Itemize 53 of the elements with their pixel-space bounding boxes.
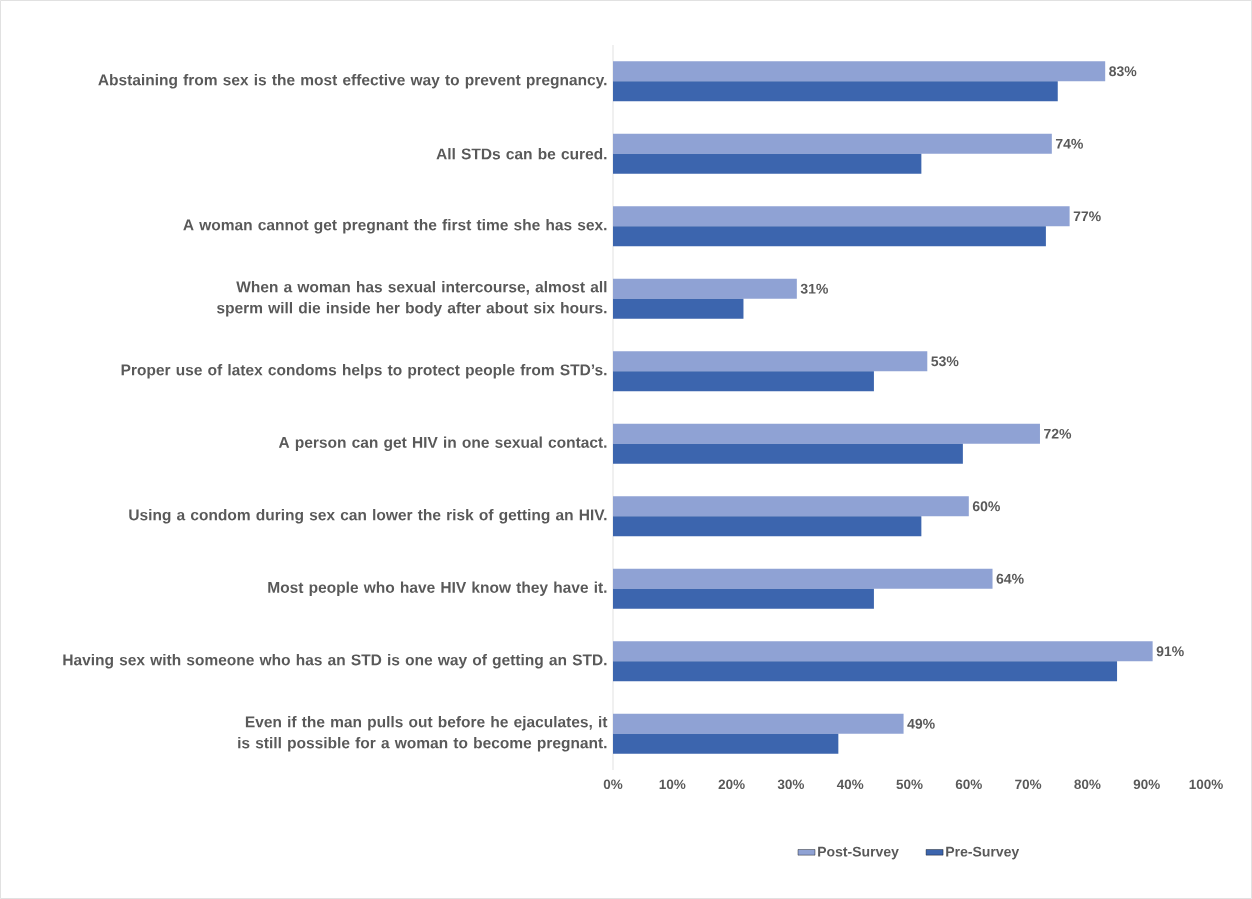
bar xyxy=(613,568,993,589)
bar xyxy=(613,443,963,464)
y-tick-label: Using a condom during sex can lower the risk of getting an HIV. xyxy=(129,508,607,524)
x-tick-label: 30% xyxy=(777,779,805,790)
y-tick-label: A person can get HIV in one sexual contact. xyxy=(278,436,607,452)
bar xyxy=(613,298,744,319)
data-label: 53% xyxy=(931,356,959,367)
legend-label: Post-Survey xyxy=(818,846,899,860)
bar xyxy=(613,733,839,754)
bar xyxy=(613,516,922,537)
x-tick-label: 40% xyxy=(836,779,864,790)
x-tick-label: 10% xyxy=(659,779,686,790)
bar xyxy=(613,61,1106,82)
y-tick-label: Abstaining from sex is the most effective way to prevent pregnancy. xyxy=(98,73,607,89)
x-tick-label: 100% xyxy=(1189,779,1223,790)
bar xyxy=(613,423,1040,444)
bar xyxy=(613,496,969,517)
data-label: 91% xyxy=(1156,646,1184,657)
data-label: 64% xyxy=(996,573,1024,584)
data-label: 60% xyxy=(972,501,1000,512)
bar xyxy=(613,588,874,609)
x-tick-label: 60% xyxy=(955,779,982,790)
x-tick-label: 90% xyxy=(1133,779,1160,790)
bar xyxy=(613,81,1058,102)
y-tick-label: A woman cannot get pregnant the first time she has sex. xyxy=(183,218,607,234)
x-tick-label: 80% xyxy=(1074,779,1101,790)
x-tick-label: 20% xyxy=(718,779,745,790)
y-tick-label: Even if the man pulls out before he ejaculates, it is still possible for a woman to become pregnant. xyxy=(238,716,608,752)
bar xyxy=(613,278,797,299)
bar xyxy=(613,133,1052,154)
data-label: 31% xyxy=(800,283,828,294)
bar xyxy=(613,371,874,392)
y-tick-label: Most people who have HIV know they have it. xyxy=(268,581,607,596)
bar xyxy=(613,226,1046,247)
y-tick-label: Having sex with someone who has an STD is one way of getting an STD. xyxy=(63,654,607,669)
bar xyxy=(613,713,904,734)
x-tick-label: 70% xyxy=(1015,779,1042,790)
y-tick-label: When a woman has sexual intercourse, almost all sperm will die inside her body after about six hours. xyxy=(217,281,607,317)
data-label: 72% xyxy=(1044,428,1072,439)
bar xyxy=(613,661,1118,682)
bar xyxy=(613,153,922,174)
bar xyxy=(613,206,1070,227)
x-tick-label: 50% xyxy=(896,779,923,790)
data-label: 77% xyxy=(1073,211,1101,222)
x-tick-label: 0% xyxy=(603,779,623,790)
legend-label: Pre-Survey xyxy=(946,846,1020,860)
bar xyxy=(613,351,928,372)
bar xyxy=(613,641,1153,662)
data-label: 83% xyxy=(1109,66,1137,77)
y-tick-label: Proper use of latex condoms helps to protect people from STD’s. xyxy=(121,364,607,379)
y-tick-label: All STDs can be cured. xyxy=(436,148,607,160)
data-label: 49% xyxy=(907,718,935,729)
data-label: 74% xyxy=(1055,138,1083,149)
